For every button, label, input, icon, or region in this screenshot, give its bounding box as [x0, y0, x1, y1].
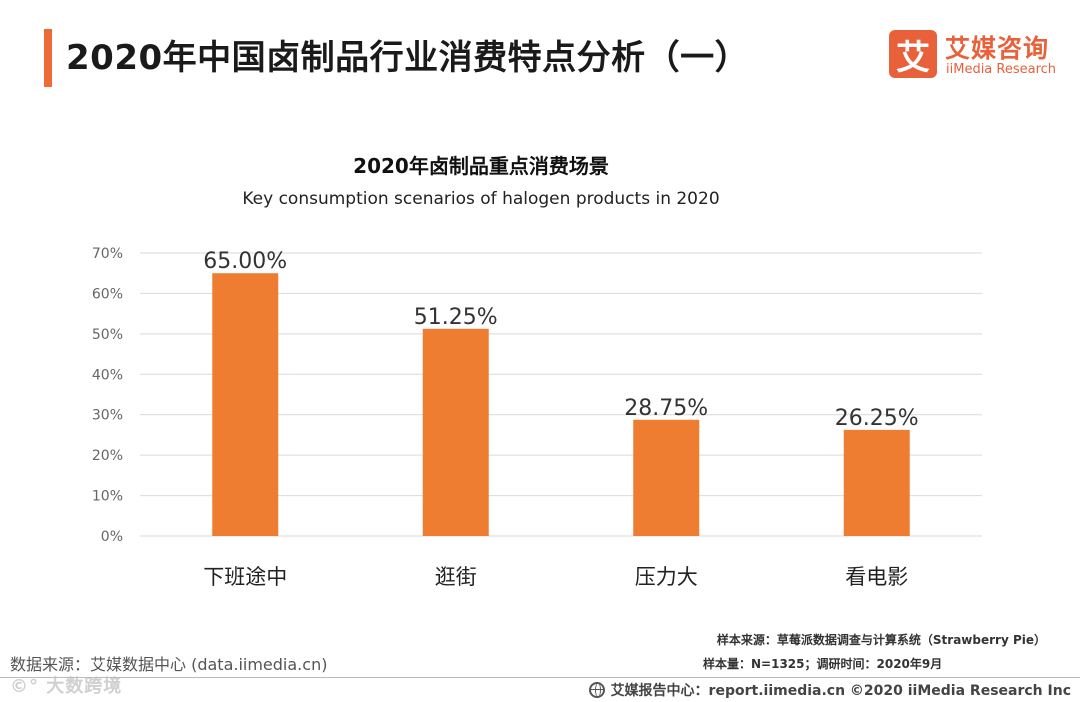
- data-label: 65.00%: [203, 249, 287, 274]
- y-tick-label: 70%: [92, 246, 123, 262]
- x-tick-label: 逛街: [435, 565, 477, 589]
- page-title: 2020年中国卤制品行业消费特点分析（一）: [66, 38, 750, 78]
- footer-text: 艾媒报告中心：report.iimedia.cn ©2020 iiMedia R…: [610, 683, 1071, 699]
- y-tick-label: 40%: [92, 367, 123, 383]
- data-label: 26.25%: [835, 406, 919, 431]
- y-tick-label: 60%: [92, 286, 123, 302]
- footer: 艾媒报告中心：report.iimedia.cn ©2020 iiMedia R…: [588, 680, 1071, 700]
- data-label: 28.75%: [624, 396, 708, 421]
- bar: [212, 273, 279, 536]
- chart-subtitle: Key consumption scenarios of halogen pro…: [242, 189, 720, 209]
- bar: [843, 429, 910, 536]
- globe-icon: [588, 682, 605, 698]
- footer-divider: [0, 677, 1080, 678]
- x-tick-label: 看电影: [845, 565, 908, 589]
- bar: [633, 419, 700, 536]
- data-label: 51.25%: [414, 305, 498, 330]
- sample-source-note: 样本来源：草莓派数据调查与计算系统（Strawberry Pie）: [716, 633, 1046, 647]
- logo-name-en: iiMedia Research: [946, 62, 1057, 77]
- data-source-note: 数据来源：艾媒数据中心 (data.iimedia.cn): [10, 655, 328, 674]
- y-tick-label: 10%: [92, 489, 123, 505]
- bar: [422, 328, 489, 536]
- y-tick-label: 20%: [92, 448, 123, 464]
- logo-name-cn: 艾媒咨询: [945, 34, 1050, 63]
- y-tick-label: 0%: [101, 529, 123, 545]
- title-accent-bar: [44, 29, 52, 87]
- chart-title: 2020年卤制品重点消费场景: [353, 154, 609, 178]
- x-tick-label: 压力大: [635, 565, 698, 589]
- iimedia-logo: 艾 艾媒咨询 iiMedia Research: [889, 30, 1079, 82]
- sample-size-note: 样本量：N=1325；调研时间：2020年9月: [703, 657, 943, 671]
- watermark: ©° 大数跨境: [10, 676, 123, 697]
- y-tick-label: 30%: [92, 408, 123, 424]
- logo-mark-icon: 艾: [889, 30, 937, 78]
- y-tick-label: 50%: [92, 327, 123, 343]
- x-tick-label: 下班途中: [203, 565, 287, 589]
